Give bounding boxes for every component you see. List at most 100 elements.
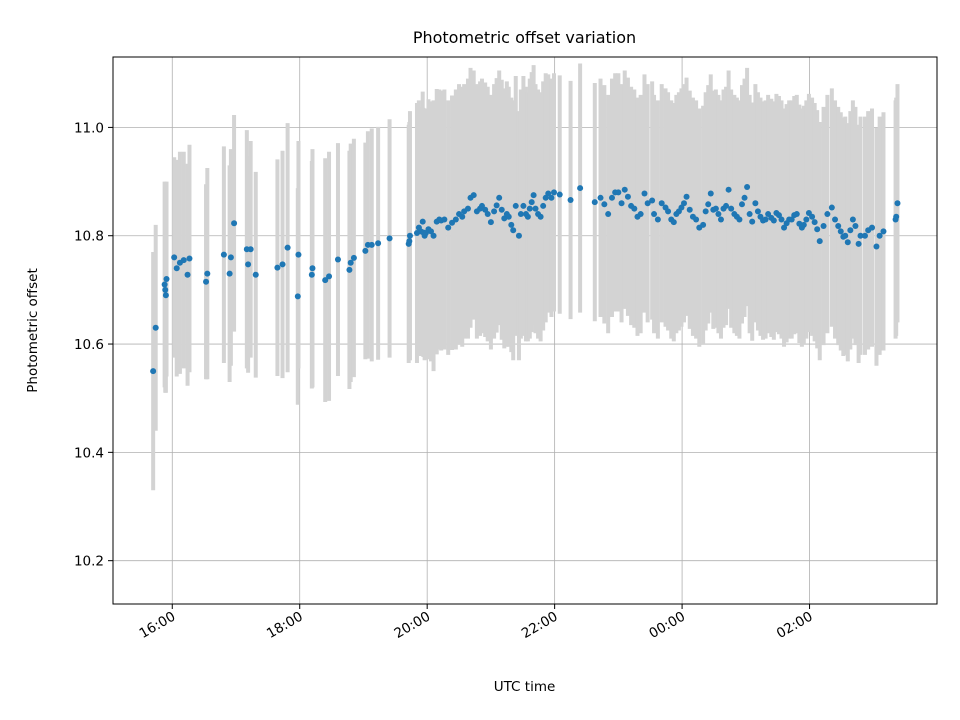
x-tick-label: 02:00 xyxy=(774,609,816,642)
data-point xyxy=(498,206,505,213)
data-point xyxy=(693,216,700,223)
data-point xyxy=(491,208,498,215)
data-point xyxy=(294,293,301,300)
data-point xyxy=(842,232,849,239)
data-point xyxy=(678,204,685,211)
data-point xyxy=(681,200,688,207)
data-point xyxy=(493,202,500,209)
x-tick-label: 16:00 xyxy=(137,609,179,642)
data-point xyxy=(665,208,672,215)
data-point xyxy=(309,265,316,272)
data-point xyxy=(152,324,159,331)
x-tick-label: 22:00 xyxy=(519,609,561,642)
data-point xyxy=(550,189,557,196)
data-point xyxy=(161,281,168,288)
data-point xyxy=(406,232,413,239)
data-point xyxy=(184,271,191,278)
data-point xyxy=(150,368,157,375)
data-point xyxy=(505,213,512,220)
data-point xyxy=(658,200,665,207)
data-point xyxy=(180,257,187,264)
data-point xyxy=(597,194,604,201)
data-point xyxy=(524,213,531,220)
data-point xyxy=(809,213,816,220)
data-point xyxy=(528,199,535,206)
y-axis-label: Photometric offset xyxy=(25,268,41,392)
y-tick-label: 10.2 xyxy=(74,554,104,570)
data-point xyxy=(247,246,254,253)
data-point xyxy=(322,277,329,284)
data-point xyxy=(849,216,856,223)
data-point xyxy=(496,194,503,201)
data-point xyxy=(608,194,615,201)
data-point xyxy=(556,191,563,198)
data-point xyxy=(542,194,549,201)
data-point xyxy=(621,186,628,193)
data-point xyxy=(204,270,211,277)
data-point xyxy=(686,206,693,213)
y-axis: 10.2 10.4 10.6 10.8 11.0 xyxy=(74,120,113,570)
data-point xyxy=(284,244,291,251)
data-point xyxy=(835,222,842,229)
y-tick-label: 10.8 xyxy=(74,229,104,245)
x-axis: 16:00 18:00 20:00 22:00 00:00 02:00 xyxy=(137,604,816,642)
data-point xyxy=(749,218,756,225)
data-point xyxy=(508,221,515,228)
data-point xyxy=(517,211,524,218)
data-point xyxy=(163,276,170,283)
data-point xyxy=(601,201,608,208)
data-point xyxy=(532,205,539,212)
data-point xyxy=(861,232,868,239)
data-point xyxy=(428,228,435,235)
data-point xyxy=(852,222,859,229)
data-point xyxy=(880,228,887,235)
data-point xyxy=(752,200,759,207)
data-point xyxy=(605,211,612,218)
data-point xyxy=(728,205,735,212)
data-point xyxy=(245,261,252,268)
plot-frame xyxy=(112,56,938,605)
data-point xyxy=(482,206,489,213)
data-point xyxy=(793,211,800,218)
data-point xyxy=(347,259,354,266)
data-point xyxy=(334,256,341,263)
data-point xyxy=(375,240,382,247)
data-point xyxy=(723,202,730,209)
data-point xyxy=(702,208,709,215)
data-points xyxy=(150,183,901,375)
data-point xyxy=(162,286,169,293)
x-tick-label: 20:00 xyxy=(391,609,433,642)
data-point xyxy=(811,219,818,226)
data-point xyxy=(670,219,677,226)
data-point xyxy=(746,211,753,218)
data-point xyxy=(855,240,862,247)
data-point xyxy=(644,200,651,207)
data-point xyxy=(828,204,835,211)
data-point xyxy=(631,205,638,212)
data-point xyxy=(738,201,745,208)
data-point xyxy=(567,196,574,203)
data-point xyxy=(220,251,227,258)
data-point xyxy=(186,255,193,262)
data-point xyxy=(717,216,724,223)
data-point xyxy=(707,190,714,197)
data-point xyxy=(520,202,527,209)
y-tick-label: 11.0 xyxy=(74,120,104,136)
data-point xyxy=(803,216,810,223)
x-tick-label: 18:00 xyxy=(264,609,306,642)
data-point xyxy=(226,270,233,277)
data-point xyxy=(741,194,748,201)
data-point xyxy=(227,254,234,261)
data-point xyxy=(362,247,369,254)
data-point xyxy=(868,224,875,231)
data-point xyxy=(744,183,751,190)
data-point xyxy=(712,205,719,212)
data-point xyxy=(618,200,625,207)
data-point xyxy=(754,208,761,215)
data-point xyxy=(459,213,466,220)
data-point xyxy=(540,202,547,209)
y-tick-label: 10.6 xyxy=(74,337,104,353)
data-point xyxy=(548,194,555,201)
data-point xyxy=(350,254,357,261)
